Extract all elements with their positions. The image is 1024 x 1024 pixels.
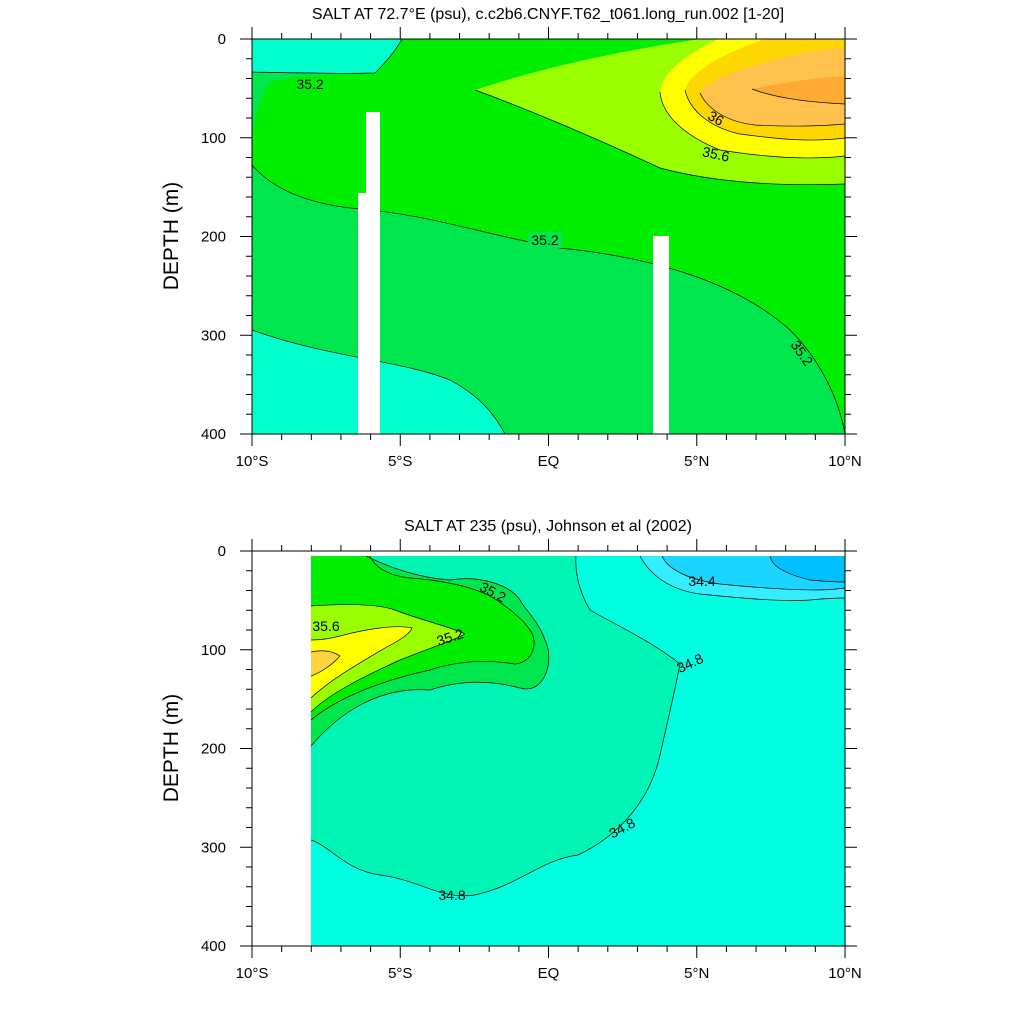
- chart-panel-1: SALT AT 72.7°E (psu), c.c2b6.CNYF.T62_t0…: [160, 6, 862, 470]
- contour-1-35.0-bottom: [252, 329, 506, 434]
- y-tick-label: 400: [201, 938, 226, 955]
- x-tick-label: EQ: [538, 453, 560, 470]
- contour-2-34.8: [310, 555, 681, 897]
- missing-data-column: [653, 236, 669, 434]
- x-tick-label: 5°N: [684, 453, 709, 470]
- fill-2-35.6-35.8: [311, 626, 412, 698]
- contour-label: 34.8: [438, 887, 465, 903]
- y-tick-label: 400: [201, 426, 226, 443]
- fill-1-34.8-35.0-top: [252, 39, 402, 74]
- chart-2-tick-marks: [240, 539, 857, 958]
- y-tick-label: 100: [201, 642, 226, 659]
- chart-2-contour-fill: [310, 555, 845, 946]
- contour-label: 35.2: [531, 232, 558, 248]
- contour-1-35.4: [474, 89, 845, 185]
- chart-1-tick-marks: [240, 27, 857, 446]
- label-bg: [293, 76, 327, 92]
- missing-data-column: [366, 112, 380, 434]
- x-tick-label: 5°S: [388, 965, 412, 982]
- contour-label: 35.6: [312, 618, 339, 634]
- contour-label: 34.4: [688, 573, 715, 589]
- label-bg: [528, 232, 562, 248]
- x-tick-label: 10°S: [236, 453, 269, 470]
- y-tick-label: 100: [201, 130, 226, 147]
- y-tick-label: 0: [218, 31, 226, 48]
- chart-2-x-tick-labels: 10°S 5°S EQ 5°N 10°N: [236, 965, 862, 982]
- chart-1-missing-data-columns: [358, 112, 669, 434]
- contour-2-35.6: [310, 626, 413, 699]
- contour-2-34.4: [661, 555, 845, 591]
- x-tick-label: 10°N: [828, 453, 862, 470]
- contour-2-35.0: [310, 555, 550, 747]
- contour-1-36.2: [751, 88, 845, 105]
- contour-2-34.6: [639, 555, 845, 601]
- chart-2-contour-labels: 35.2 35.6 35.2 34.4 34.8 34.8 34.8: [312, 573, 715, 903]
- missing-data-column: [358, 193, 368, 434]
- contour-1-36.0: [699, 92, 845, 127]
- chart-2-title: SALT AT 235 (psu), Johnson et al (2002): [404, 518, 692, 535]
- x-tick-label: 5°N: [684, 965, 709, 982]
- chart-2-y-axis-label: DEPTH (m): [160, 694, 183, 803]
- contour-label: 35.6: [701, 143, 731, 164]
- y-tick-label: 300: [201, 327, 226, 344]
- y-tick-label: 200: [201, 741, 226, 758]
- fill-2-35.8-36.0: [311, 650, 340, 676]
- contour-2-35.4: [310, 604, 466, 713]
- contour-1-35.0-top: [252, 39, 403, 74]
- contour-2-34.2: [769, 555, 845, 583]
- contour-2-35.2: [310, 555, 535, 721]
- chart-1-y-tick-labels: 0 100 200 300 400: [201, 31, 226, 443]
- contour-1-35.8: [684, 89, 845, 141]
- chart-1-y-axis-label: DEPTH (m): [160, 182, 183, 291]
- contour-1-35.6: [659, 91, 845, 159]
- x-tick-label: 10°S: [236, 965, 269, 982]
- contour-1-35.2: [252, 164, 845, 434]
- chart-2-y-tick-labels: 0 100 200 300 400: [201, 543, 226, 955]
- contour-label: 35.2: [296, 76, 323, 92]
- x-tick-label: EQ: [538, 965, 560, 982]
- fill-2-34.0-34.2: [770, 556, 845, 582]
- contour-2-35.8: [310, 650, 341, 677]
- chart-panel-2: SALT AT 235 (psu), Johnson et al (2002): [160, 518, 862, 982]
- fill-1-36.2-36.4: [752, 76, 845, 104]
- chart-2-contour-lines: [310, 555, 845, 897]
- chart-1-title: SALT AT 72.7°E (psu), c.c2b6.CNYF.T62_t0…: [312, 6, 784, 23]
- x-tick-label: 5°S: [388, 453, 412, 470]
- y-tick-label: 0: [218, 543, 226, 560]
- chart-1-x-tick-labels: 10°S 5°S EQ 5°N 10°N: [236, 453, 862, 470]
- chart-1-contour-lines: [252, 39, 845, 434]
- fill-2-35.4-35.6: [311, 604, 465, 712]
- y-tick-label: 300: [201, 839, 226, 856]
- y-tick-label: 200: [201, 229, 226, 246]
- x-tick-label: 10°N: [828, 965, 862, 982]
- contour-label: 36: [705, 107, 727, 129]
